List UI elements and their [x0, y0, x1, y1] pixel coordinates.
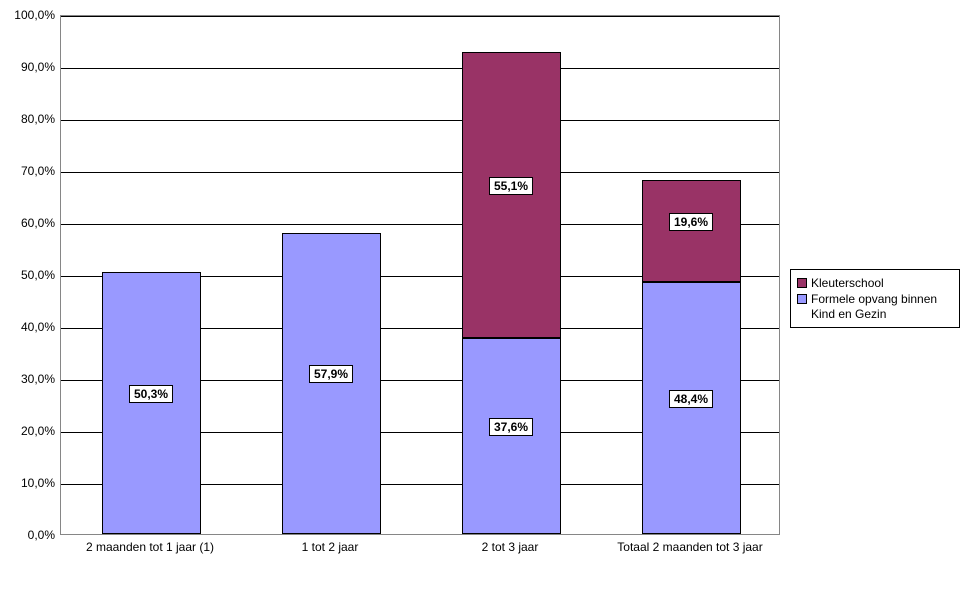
- xtick-label: 2 maanden tot 1 jaar (1): [60, 540, 240, 554]
- bar-group: 57,9%: [282, 233, 381, 534]
- legend-item: Formele opvang binnen Kind en Gezin: [797, 292, 953, 321]
- bar-segment: [642, 180, 741, 282]
- bar-group: 48,4% 19,6%: [642, 180, 741, 534]
- xtick-label: 1 tot 2 jaar: [240, 540, 420, 554]
- bar-group: 50,3%: [102, 272, 201, 534]
- ytick-label: 40,0%: [5, 320, 55, 334]
- gridline: [61, 68, 779, 69]
- ytick-label: 60,0%: [5, 216, 55, 230]
- ytick-label: 80,0%: [5, 112, 55, 126]
- ytick-label: 70,0%: [5, 164, 55, 178]
- gridline: [61, 172, 779, 173]
- ytick-label: 10,0%: [5, 476, 55, 490]
- xtick-label: Totaal 2 maanden tot 3 jaar: [600, 540, 780, 554]
- bar-value-label: 50,3%: [129, 385, 173, 403]
- legend: Kleuterschool Formele opvang binnen Kind…: [790, 269, 960, 328]
- legend-item: Kleuterschool: [797, 276, 953, 290]
- legend-swatch-1: [797, 294, 807, 304]
- bar-group: 37,6% 55,1%: [462, 52, 561, 534]
- ytick-label: 20,0%: [5, 424, 55, 438]
- ytick-label: 0,0%: [5, 528, 55, 542]
- bar-value-label: 57,9%: [309, 365, 353, 383]
- bar-value-label: 37,6%: [489, 418, 533, 436]
- ytick-label: 100,0%: [5, 8, 55, 22]
- ytick-label: 50,0%: [5, 268, 55, 282]
- ytick-label: 90,0%: [5, 60, 55, 74]
- legend-label-0: Kleuterschool: [811, 276, 884, 290]
- bar-value-label: 48,4%: [669, 390, 713, 408]
- chart-container: 50,3% 57,9% 37,6% 55,1% 48,4% 19,6% Kleutersc…: [0, 0, 969, 592]
- bar-value-label: 19,6%: [669, 213, 713, 231]
- bar-value-label: 55,1%: [489, 177, 533, 195]
- gridline: [61, 16, 779, 17]
- legend-label-1: Formele opvang binnen Kind en Gezin: [811, 292, 953, 321]
- plot-area: 50,3% 57,9% 37,6% 55,1% 48,4% 19,6%: [60, 15, 780, 535]
- ytick-label: 30,0%: [5, 372, 55, 386]
- xtick-label: 2 tot 3 jaar: [420, 540, 600, 554]
- legend-swatch-0: [797, 278, 807, 288]
- gridline: [61, 120, 779, 121]
